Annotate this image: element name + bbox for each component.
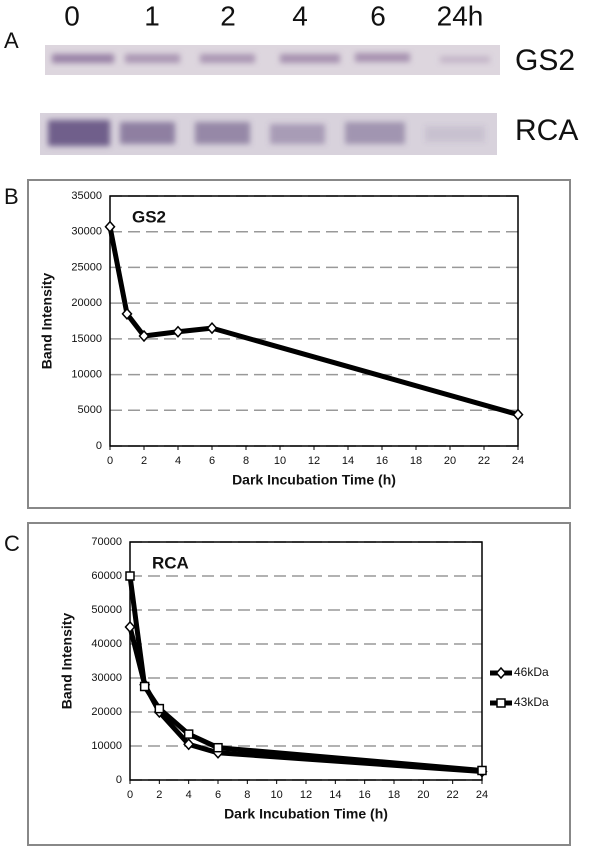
x-tick-label: 14 <box>342 455 354 467</box>
y-tick-label: 10000 <box>71 368 102 380</box>
blot-rca <box>40 113 497 155</box>
y-tick-label: 30000 <box>71 226 102 238</box>
marker <box>139 681 150 692</box>
blot-row-label: GS2 <box>515 44 575 77</box>
marker <box>125 571 135 581</box>
series-line <box>127 575 483 773</box>
chart-title: RCA <box>152 553 189 572</box>
x-tick-label: 24 <box>512 455 524 467</box>
blot-row-label: RCA <box>515 114 578 147</box>
marker <box>213 742 223 753</box>
marker <box>477 765 487 776</box>
marker <box>183 738 195 751</box>
lane-labels: 0 1 2 4 6 24h <box>64 0 483 31</box>
lane-label: 2 <box>220 0 236 31</box>
y-axis-label: Band Intensity <box>39 273 55 370</box>
lane-label: 24h <box>437 0 484 31</box>
x-tick-label: 16 <box>376 455 388 467</box>
legend-marker <box>495 666 507 680</box>
panel-frame <box>27 522 571 846</box>
y-tick-label: 5000 <box>78 404 102 416</box>
x-tick-label: 16 <box>359 789 371 801</box>
y-tick-label: 10000 <box>91 740 122 752</box>
y-tick-label: 30000 <box>91 672 122 684</box>
series-line <box>127 626 483 774</box>
legend-label: 46kDa <box>514 665 549 679</box>
y-tick-label: 70000 <box>91 536 122 548</box>
y-tick-label: 0 <box>116 774 122 786</box>
x-tick-label: 20 <box>417 789 429 801</box>
y-tick-label: 20000 <box>71 297 102 309</box>
lane-label: 6 <box>370 0 386 31</box>
x-tick-label: 10 <box>271 789 283 801</box>
y-tick-label: 0 <box>96 440 102 452</box>
legend-label: 43kDa <box>514 695 549 709</box>
legend-marker <box>496 698 506 708</box>
y-tick-label: 60000 <box>91 570 122 582</box>
plot-frame <box>109 195 519 447</box>
lane-label: 0 <box>64 0 80 31</box>
x-tick-label: 6 <box>215 789 221 801</box>
y-tick-label: 20000 <box>91 706 122 718</box>
x-axis-label: Dark Incubation Time (h) <box>232 472 396 488</box>
panel-label: C <box>4 531 20 556</box>
lane-label: 4 <box>292 0 308 31</box>
x-tick-label: 4 <box>175 455 181 467</box>
x-tick-label: 8 <box>244 789 250 801</box>
y-axis-label: Band Intensity <box>59 613 75 710</box>
x-axis-label: Dark Incubation Time (h) <box>224 806 388 822</box>
marker <box>104 220 116 233</box>
x-tick-label: 0 <box>107 455 113 467</box>
chart-title: GS2 <box>132 207 166 226</box>
marker <box>124 620 136 634</box>
x-tick-label: 12 <box>308 455 320 467</box>
marker <box>154 703 165 714</box>
y-tick-label: 15000 <box>71 333 102 345</box>
x-tick-label: 4 <box>186 789 192 801</box>
x-tick-label: 2 <box>156 789 162 801</box>
x-tick-label: 24 <box>476 789 488 801</box>
marker <box>121 307 133 320</box>
x-tick-label: 2 <box>141 455 147 467</box>
y-tick-label: 40000 <box>91 638 122 650</box>
y-tick-label: 35000 <box>71 190 102 202</box>
panel-frame <box>27 179 571 509</box>
x-tick-label: 20 <box>444 455 456 467</box>
blot-gs2 <box>45 45 500 75</box>
x-tick-label: 22 <box>478 455 490 467</box>
x-tick-label: 22 <box>447 789 459 801</box>
series-line <box>107 226 519 417</box>
x-tick-label: 18 <box>410 455 422 467</box>
panel-label: A <box>4 28 19 53</box>
y-tick-label: 25000 <box>71 261 102 273</box>
x-tick-label: 10 <box>274 455 286 467</box>
lane-label: 1 <box>144 0 160 31</box>
x-tick-label: 0 <box>127 789 133 801</box>
marker <box>138 329 150 343</box>
marker <box>172 325 184 338</box>
y-tick-label: 50000 <box>91 604 122 616</box>
x-tick-label: 6 <box>209 455 215 467</box>
x-tick-label: 12 <box>300 789 312 801</box>
marker <box>206 322 218 335</box>
marker <box>183 729 194 739</box>
marker <box>512 408 524 421</box>
x-tick-label: 8 <box>243 455 249 467</box>
x-tick-label: 14 <box>329 789 341 801</box>
panel-label: B <box>4 184 19 209</box>
plot-frame <box>129 541 483 781</box>
x-tick-label: 18 <box>388 789 400 801</box>
